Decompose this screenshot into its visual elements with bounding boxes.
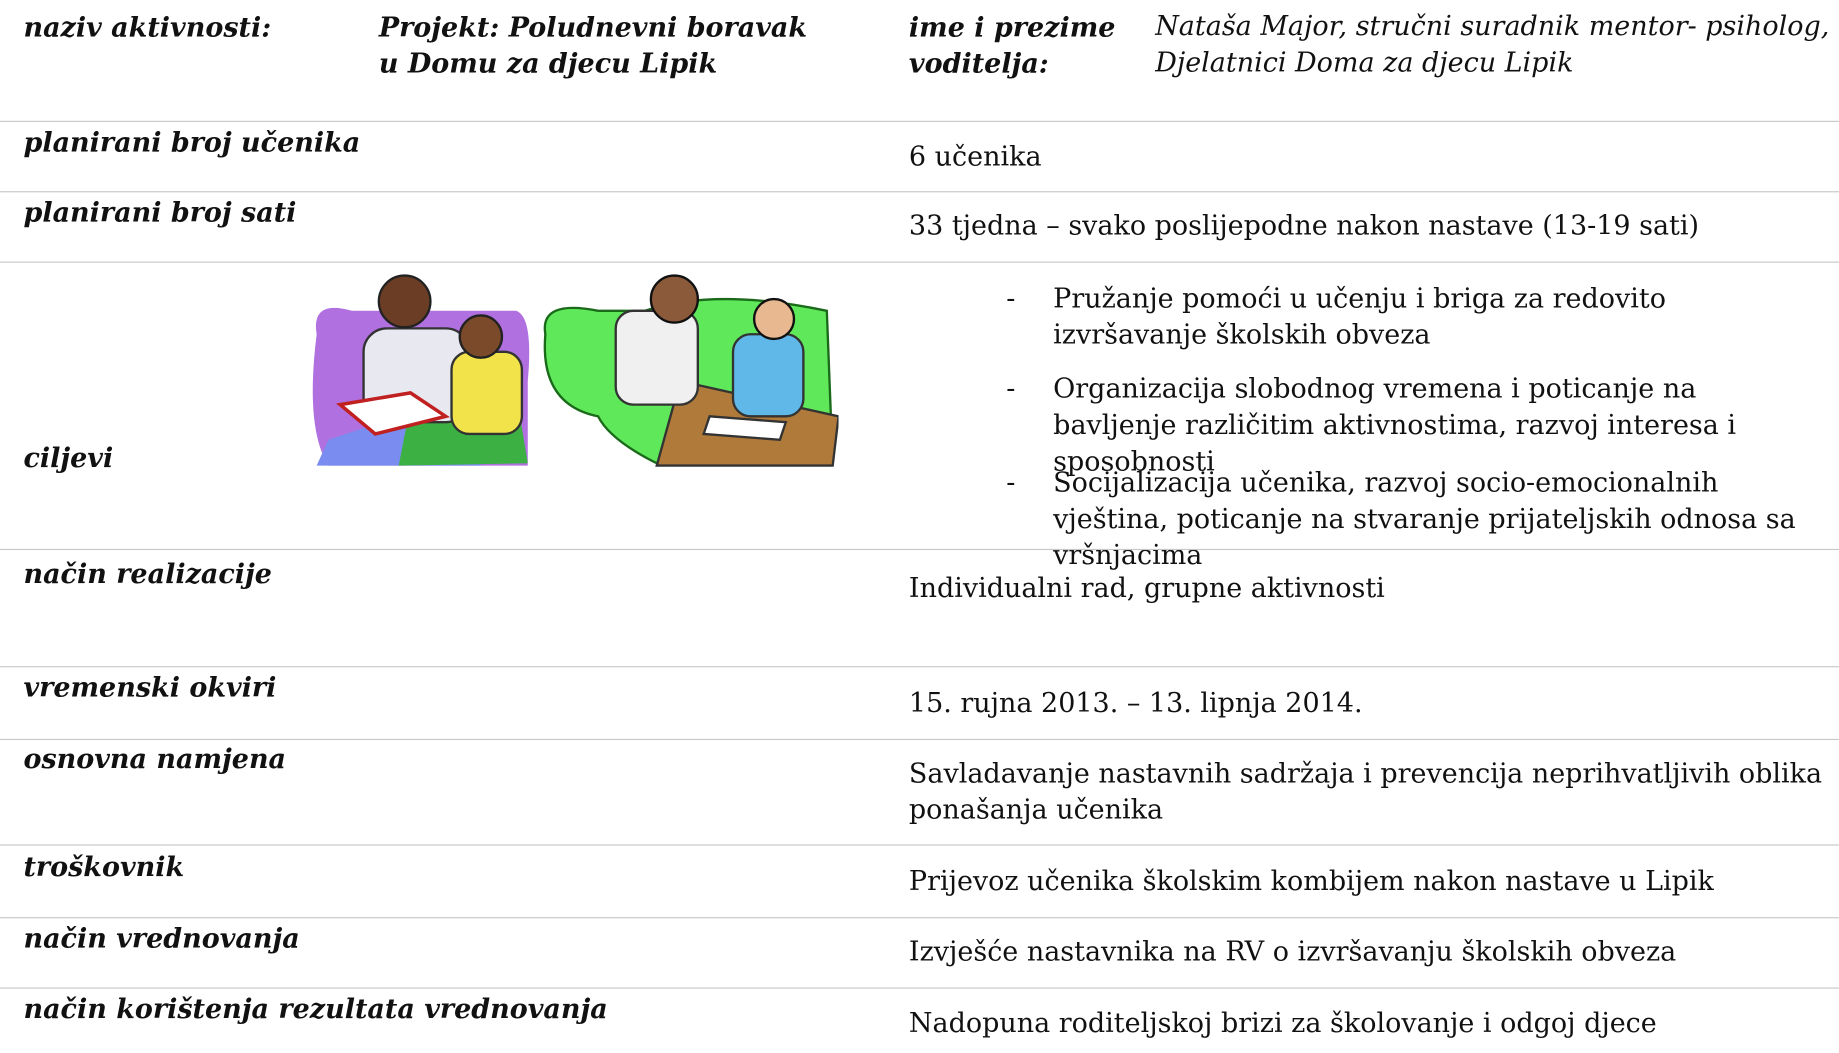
row-value: 33 tjedna – svako poslijepodne nakon nas… — [908, 211, 1700, 242]
row-rule — [0, 191, 1839, 193]
row-label: planirani broj sati — [23, 197, 297, 229]
row-label: način vrednovanja — [23, 922, 300, 955]
item-text: Socijalizacija učenika, razvoj socio-emo… — [1053, 467, 1796, 572]
row-rule — [0, 987, 1839, 989]
list-item: - Socijalizacija učenika, razvoj socio-em… — [1006, 466, 1827, 575]
row-value: 15. rujna 2013. – 13. lipnja 2014. — [908, 688, 1363, 719]
row-value: Savladavanje nastavnih sadržaja i preven… — [908, 758, 1823, 826]
row-value: Individualni rad, grupne aktivnosti — [908, 573, 1385, 604]
row-rule — [0, 666, 1839, 668]
row-value: Prijevoz učenika školskim kombijem nakon… — [908, 866, 1714, 898]
row-label: način realizacije — [23, 558, 272, 590]
bullet: - — [1006, 283, 1016, 315]
list-item: - Organizacija slobodnog vremena i potica… — [1006, 372, 1827, 481]
row-label: planirani broj učenika — [23, 126, 361, 159]
activity: Projekt: Poludnevni boravak u Domu za dj… — [378, 11, 808, 80]
item-text: Organizacija slobodnog vremena i potican… — [1053, 374, 1737, 478]
list-item: - Pružanje pomoći u učenju i briga za red… — [1006, 281, 1827, 354]
label: ime i prezime voditelja: — [908, 11, 1116, 80]
row-label: vremenski okviri — [23, 672, 277, 704]
row-rule — [0, 738, 1839, 741]
row-label: osnovna namjena — [23, 743, 287, 776]
row-value: Nadopuna roditeljskoj brizi za školovanj… — [908, 1008, 1657, 1040]
label: naziv aktivnosti: — [23, 11, 272, 44]
row-rule — [0, 917, 1839, 919]
illustration — [312, 274, 839, 467]
row-value: 6 učenika — [908, 141, 1042, 173]
leader: Nataša Major, stručni suradnik mentor- p… — [1155, 11, 1830, 79]
row-label: način korištenja rezultata vrednovanja — [23, 993, 608, 1026]
bullet: - — [1006, 374, 1016, 405]
item-text: Pružanje pomoći u učenju i briga za redo… — [1053, 283, 1666, 351]
row-rule — [0, 261, 1839, 263]
bullet: - — [1006, 467, 1016, 499]
row-label: ciljevi — [23, 442, 114, 474]
row-value: Izvješće nastavnika na RV o izvršavanju … — [908, 937, 1677, 968]
row-rule — [0, 120, 1839, 122]
row-rule — [0, 548, 1839, 551]
row-rule — [0, 844, 1839, 846]
row-label: troškovnik — [23, 851, 185, 884]
